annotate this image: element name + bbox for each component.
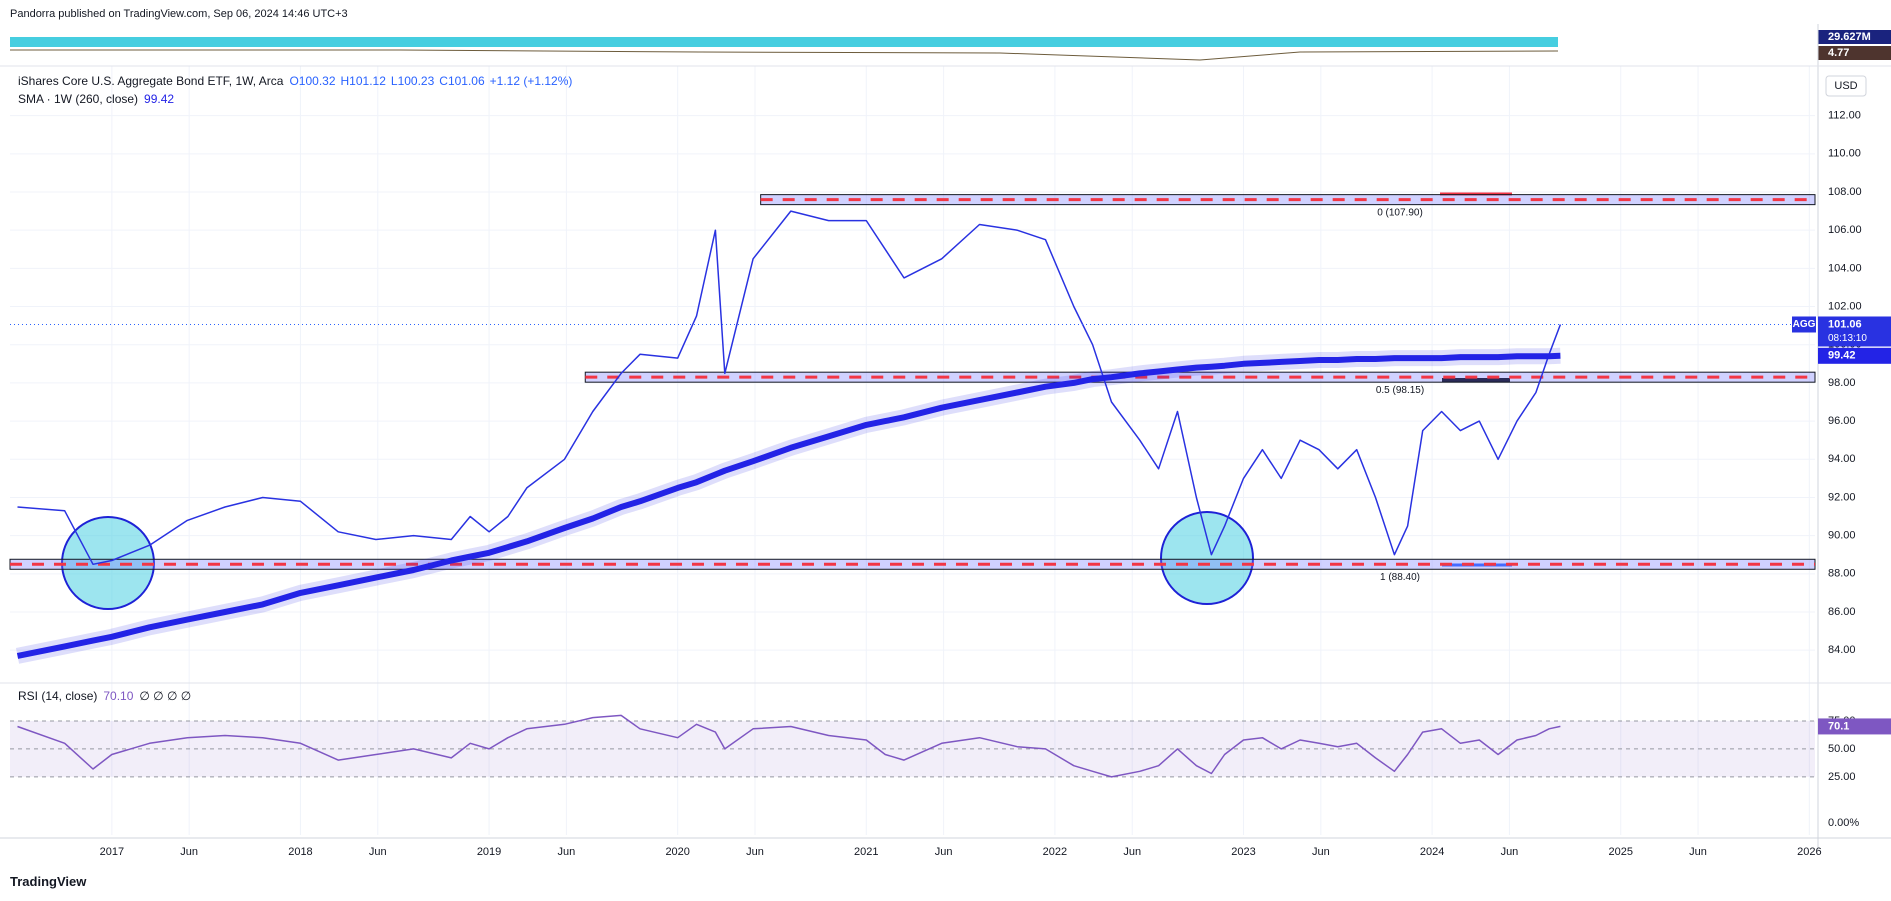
highlight-circle (1160, 511, 1254, 605)
y-tick-label: 90.00 (1828, 530, 1856, 542)
x-tick-label: 2025 (1608, 846, 1632, 858)
high: H101.12 (341, 74, 387, 88)
footer-logo[interactable]: TradingView (10, 874, 87, 889)
rsi-title: RSI (14, close) (18, 689, 97, 703)
level-label: 1 (88.40) (1380, 572, 1420, 583)
change: +1.12 (+1.12%) (490, 74, 573, 88)
y-tick-label: 102.00 (1828, 300, 1862, 312)
x-tick-label: 2021 (854, 846, 878, 858)
rsi-value: 70.10 (103, 689, 133, 703)
volume-label-box (1818, 30, 1891, 44)
y-tick-label: 84.00 (1828, 644, 1856, 656)
x-tick-label: 2020 (665, 846, 689, 858)
x-tick-label: Jun (1312, 846, 1330, 858)
low: L100.23 (391, 74, 435, 88)
sma-price-label: 99.42 (1828, 350, 1856, 362)
x-tick-label: Jun (369, 846, 387, 858)
y-tick-label: 96.00 (1828, 415, 1856, 427)
x-tick-label: 2024 (1420, 846, 1444, 858)
footer-text[interactable]: TradingView (10, 874, 87, 889)
y-tick-label: 88.00 (1828, 568, 1856, 580)
x-tick-label: 2023 (1231, 846, 1255, 858)
x-tick-label: Jun (180, 846, 198, 858)
volume-ma (10, 49, 1559, 61)
symbol-box (1792, 316, 1816, 333)
level-label: 0 (107.90) (1377, 207, 1423, 218)
x-tick-label: Jun (1501, 846, 1519, 858)
x-tick-label: 2019 (477, 846, 501, 858)
x-tick-label: 2022 (1043, 846, 1067, 858)
price-line (17, 210, 1562, 566)
rsi-value-box (1818, 718, 1891, 735)
volume-label: 29.627M (1828, 31, 1871, 43)
x-tick-label: Jun (1123, 846, 1141, 858)
y-tick-label: 86.00 (1828, 606, 1856, 618)
x-tick-label: Jun (558, 846, 576, 858)
symbol-title: iShares Core U.S. Aggregate Bond ETF, 1W… (18, 74, 572, 88)
sma-price-box (1818, 347, 1891, 364)
symbol: iShares Core U.S. Aggregate Bond ETF, 1W… (18, 74, 284, 88)
open: O100.32 (289, 74, 335, 88)
y-tick-label: 50.00 (1828, 743, 1856, 755)
rsi-value-axis-label: 70.1 (1828, 720, 1849, 732)
y-tick-label: 108.00 (1828, 186, 1862, 198)
y-tick-label: 98.00 (1828, 377, 1856, 389)
y-tick-label: 25.00 (1828, 771, 1856, 783)
currency-box[interactable] (1825, 75, 1867, 97)
rsi-line (17, 714, 1561, 778)
y-tick-label: 94.00 (1828, 453, 1856, 465)
level-label: 0.5 (98.15) (1376, 385, 1424, 396)
sma-line (16, 352, 1561, 659)
sma-name: SMA · 1W (260, close) (18, 92, 138, 106)
x-tick-label: Jun (746, 846, 764, 858)
x-tick-label: Jun (935, 846, 953, 858)
x-tick-label: 2018 (288, 846, 312, 858)
countdown: 08:13:10 (1828, 333, 1867, 344)
close: C101.06 (439, 74, 485, 88)
rsi-extras: ∅ ∅ ∅ ∅ (139, 689, 191, 703)
currency[interactable]: USD (1834, 80, 1857, 92)
last-price-box (1818, 316, 1891, 347)
y-tick-label: 104.00 (1828, 262, 1862, 274)
x-tick-label: 2026 (1797, 846, 1821, 858)
x-tick-label: 2017 (100, 846, 124, 858)
last-price-label: 101.06 (1828, 318, 1862, 330)
x-tick-label: Jun (1689, 846, 1707, 858)
volume-label2-box (1818, 46, 1891, 60)
publisher: Pandorra published on TradingView.com, S… (10, 8, 348, 20)
y-tick-label: 92.00 (1828, 491, 1856, 503)
volume-band (10, 37, 1558, 47)
volume-label2: 4.77 (1828, 47, 1849, 59)
rsi-band (10, 720, 1815, 777)
symbol-label: AGG (1793, 319, 1816, 330)
y-tick-label: 110.00 (1828, 148, 1861, 160)
rsi-legend: RSI (14, close) 70.10 ∅ ∅ ∅ ∅ (18, 689, 191, 703)
corner-label: 0.00% (1828, 817, 1859, 829)
y-tick-label: 112.00 (1828, 110, 1861, 122)
sma-legend: SMA · 1W (260, close) 99.42 (18, 92, 174, 106)
y-tick-label: 106.00 (1828, 224, 1862, 236)
sma-value: 99.42 (144, 92, 174, 106)
